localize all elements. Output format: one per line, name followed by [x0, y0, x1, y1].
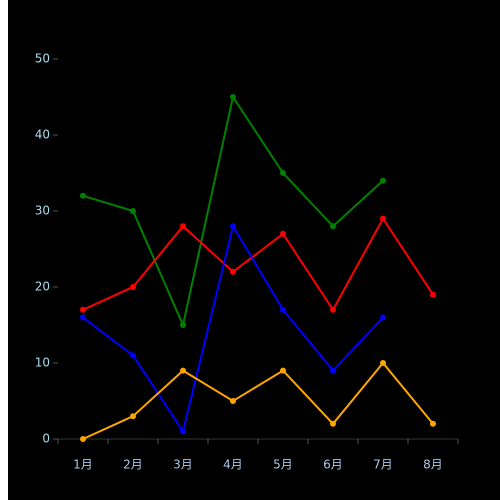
data-point [330, 306, 336, 313]
data-point [430, 291, 436, 298]
data-point [80, 306, 86, 313]
data-point [180, 223, 186, 230]
data-point [430, 420, 436, 427]
x-tick-label: 8月 [423, 458, 443, 472]
data-point [330, 420, 336, 427]
x-tick-label: 3月 [173, 458, 193, 472]
data-point [380, 215, 386, 222]
side-strip [0, 0, 8, 500]
data-point [230, 94, 236, 100]
data-point [280, 230, 286, 237]
data-point [380, 360, 386, 366]
y-tick-label: 40 [35, 128, 50, 142]
y-tick-label: 50 [35, 52, 50, 66]
x-tick-label: 1月 [73, 458, 93, 472]
x-tick-label: 6月 [323, 458, 343, 472]
x-tick-label: 4月 [223, 458, 243, 472]
data-point [180, 428, 186, 435]
data-point [280, 367, 286, 374]
x-tick-label: 2月 [123, 458, 143, 472]
data-point [330, 223, 336, 230]
data-point [80, 436, 86, 442]
data-point [130, 208, 136, 214]
data-point [80, 314, 86, 321]
y-tick-label: 20 [35, 280, 50, 294]
data-point [380, 177, 386, 184]
data-point [130, 284, 136, 290]
data-point [80, 192, 86, 199]
data-point [230, 223, 236, 230]
data-point [180, 367, 186, 374]
x-tick-label: 7月 [373, 458, 393, 472]
data-point [130, 352, 136, 359]
data-point [130, 413, 136, 420]
data-point [180, 322, 186, 328]
y-tick-label: 10 [35, 356, 50, 370]
series-line [82, 216, 434, 312]
data-point [330, 367, 336, 374]
data-point [230, 268, 236, 275]
data-point [380, 314, 386, 321]
x-tick-label: 5月 [273, 458, 293, 472]
y-tick-label: 0 [42, 432, 50, 446]
data-point [230, 398, 236, 404]
data-point [280, 306, 286, 313]
data-point [280, 170, 286, 176]
series-line [82, 94, 384, 329]
series-line [82, 361, 434, 440]
y-tick-label: 30 [35, 204, 50, 218]
